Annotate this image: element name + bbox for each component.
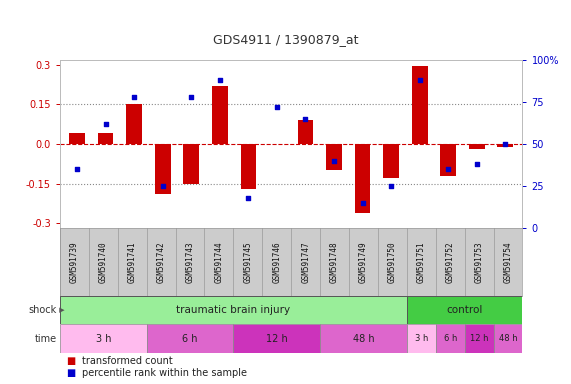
Point: [101, 121, 110, 127]
Point: [215, 77, 224, 83]
Bar: [465, 324, 493, 353]
Bar: [147, 324, 234, 353]
Bar: [383, 144, 399, 178]
Text: ■: ■: [66, 356, 75, 366]
Bar: [436, 324, 465, 353]
Text: GSM591751: GSM591751: [417, 241, 426, 283]
Text: control: control: [447, 305, 483, 315]
Text: ■: ■: [66, 367, 75, 377]
Bar: [98, 134, 114, 144]
Text: 3 h: 3 h: [415, 334, 428, 343]
Bar: [126, 104, 142, 144]
Point: [387, 183, 396, 189]
Bar: [297, 120, 313, 144]
Bar: [412, 66, 428, 144]
Text: GSM591743: GSM591743: [186, 241, 195, 283]
Text: time: time: [35, 334, 57, 344]
Point: [301, 116, 310, 122]
Bar: [407, 296, 522, 324]
Bar: [234, 324, 320, 353]
Text: GSM591747: GSM591747: [301, 241, 310, 283]
Bar: [320, 324, 407, 353]
Text: GSM591748: GSM591748: [330, 241, 339, 283]
Text: GSM591740: GSM591740: [99, 241, 108, 283]
Text: traumatic brain injury: traumatic brain injury: [176, 305, 291, 315]
Text: GSM591754: GSM591754: [504, 241, 513, 283]
Text: GSM591750: GSM591750: [388, 241, 397, 283]
Point: [358, 200, 367, 206]
Bar: [326, 144, 342, 170]
Text: percentile rank within the sample: percentile rank within the sample: [82, 367, 247, 377]
Text: GDS4911 / 1390879_at: GDS4911 / 1390879_at: [213, 33, 358, 46]
Text: GSM591741: GSM591741: [128, 241, 136, 283]
Text: shock: shock: [29, 305, 57, 315]
Point: [158, 183, 167, 189]
Text: GSM591749: GSM591749: [359, 241, 368, 283]
Bar: [440, 144, 456, 176]
Text: GSM591746: GSM591746: [272, 241, 282, 283]
Bar: [240, 144, 256, 189]
Text: GSM591742: GSM591742: [156, 241, 166, 283]
Text: 6 h: 6 h: [182, 334, 198, 344]
Point: [329, 158, 339, 164]
Bar: [212, 86, 228, 144]
Bar: [493, 324, 522, 353]
Text: GSM591753: GSM591753: [475, 241, 484, 283]
Bar: [355, 144, 371, 213]
Bar: [60, 324, 147, 353]
Text: GSM591739: GSM591739: [70, 241, 79, 283]
Point: [444, 166, 453, 172]
Point: [130, 94, 139, 100]
Bar: [497, 144, 513, 147]
Text: 3 h: 3 h: [95, 334, 111, 344]
Point: [415, 77, 424, 83]
Bar: [407, 324, 436, 353]
Point: [244, 195, 253, 201]
Point: [501, 141, 510, 147]
Text: 48 h: 48 h: [498, 334, 517, 343]
Bar: [60, 296, 407, 324]
Text: 12 h: 12 h: [266, 334, 288, 344]
Text: 48 h: 48 h: [353, 334, 374, 344]
Point: [187, 94, 196, 100]
Text: 12 h: 12 h: [470, 334, 488, 343]
Text: GSM591752: GSM591752: [446, 241, 455, 283]
Text: GSM591744: GSM591744: [215, 241, 223, 283]
Text: transformed count: transformed count: [82, 356, 172, 366]
Text: GSM591745: GSM591745: [243, 241, 252, 283]
Point: [272, 104, 282, 110]
Point: [472, 161, 481, 167]
Bar: [155, 144, 171, 194]
Text: 6 h: 6 h: [444, 334, 457, 343]
Text: ▶: ▶: [57, 307, 65, 313]
Bar: [469, 144, 485, 149]
Point: [73, 166, 82, 172]
Bar: [69, 134, 85, 144]
Bar: [183, 144, 199, 184]
